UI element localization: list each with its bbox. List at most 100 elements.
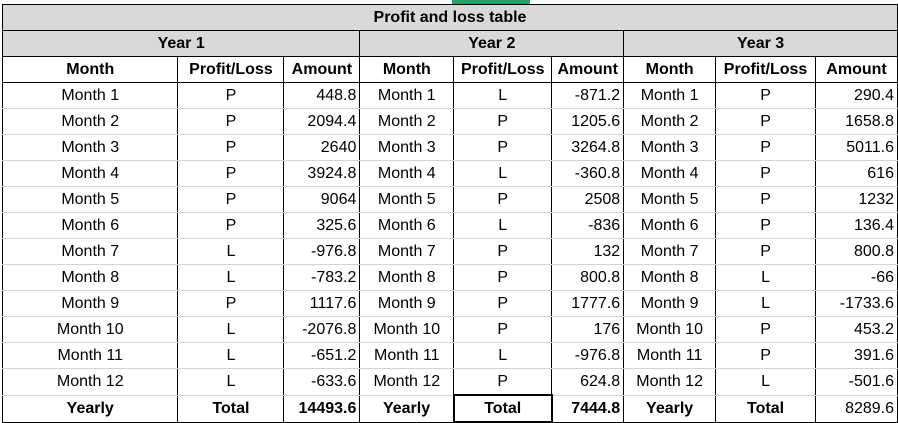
amount-cell[interactable]: 3924.8 bbox=[283, 160, 361, 187]
profit-loss-cell[interactable]: L bbox=[177, 368, 285, 396]
column-header-month[interactable]: Month bbox=[623, 56, 717, 83]
profit-loss-cell[interactable]: P bbox=[715, 134, 817, 161]
column-header-month[interactable]: Month bbox=[359, 56, 455, 83]
amount-cell[interactable]: 391.6 bbox=[815, 342, 898, 369]
month-cell[interactable]: Month 5 bbox=[1, 186, 179, 213]
profit-loss-cell[interactable]: L bbox=[453, 160, 553, 187]
month-cell[interactable]: Month 11 bbox=[359, 342, 455, 369]
amount-cell[interactable]: -501.6 bbox=[815, 368, 898, 396]
amount-cell[interactable]: -66 bbox=[815, 264, 898, 291]
month-cell[interactable]: Month 7 bbox=[1, 238, 179, 265]
month-cell[interactable]: Month 5 bbox=[623, 186, 717, 213]
month-cell[interactable]: Month 12 bbox=[623, 368, 717, 396]
profit-loss-cell[interactable]: P bbox=[177, 108, 285, 135]
year-3-header[interactable]: Year 3 bbox=[623, 30, 898, 57]
amount-cell[interactable]: -783.2 bbox=[283, 264, 361, 291]
profit-loss-cell[interactable]: P bbox=[453, 290, 553, 317]
amount-cell[interactable]: -1733.6 bbox=[815, 290, 898, 317]
amount-cell[interactable]: 9064 bbox=[283, 186, 361, 213]
month-cell[interactable]: Month 1 bbox=[623, 82, 717, 109]
amount-cell[interactable]: 448.8 bbox=[283, 82, 361, 109]
profit-loss-cell[interactable]: P bbox=[453, 238, 553, 265]
month-cell[interactable]: Month 4 bbox=[1, 160, 179, 187]
month-cell[interactable]: Month 8 bbox=[1, 264, 179, 291]
month-cell[interactable]: Month 10 bbox=[359, 316, 455, 343]
profit-loss-cell[interactable]: P bbox=[715, 316, 817, 343]
profit-loss-cell[interactable]: L bbox=[453, 212, 553, 239]
column-header-profit-loss[interactable]: Profit/Loss bbox=[715, 56, 817, 83]
amount-cell[interactable]: 624.8 bbox=[551, 368, 625, 396]
amount-cell[interactable]: -2076.8 bbox=[283, 316, 361, 343]
profit-loss-cell[interactable]: P bbox=[715, 82, 817, 109]
month-cell[interactable]: Month 4 bbox=[359, 160, 455, 187]
amount-cell[interactable]: 3264.8 bbox=[551, 134, 625, 161]
amount-cell[interactable]: 1205.6 bbox=[551, 108, 625, 135]
month-cell[interactable]: Month 11 bbox=[1, 342, 179, 369]
amount-cell[interactable]: 5011.6 bbox=[815, 134, 898, 161]
month-cell[interactable]: Month 10 bbox=[1, 316, 179, 343]
amount-cell[interactable]: 800.8 bbox=[815, 238, 898, 265]
month-cell[interactable]: Month 3 bbox=[623, 134, 717, 161]
amount-cell[interactable]: -360.8 bbox=[551, 160, 625, 187]
amount-cell[interactable]: 1777.6 bbox=[551, 290, 625, 317]
month-cell[interactable]: Month 4 bbox=[623, 160, 717, 187]
profit-loss-cell[interactable]: P bbox=[177, 134, 285, 161]
profit-loss-cell[interactable]: P bbox=[177, 290, 285, 317]
month-cell[interactable]: Month 9 bbox=[359, 290, 455, 317]
month-cell[interactable]: Month 5 bbox=[359, 186, 455, 213]
month-cell[interactable]: Month 11 bbox=[623, 342, 717, 369]
profit-loss-cell[interactable]: P bbox=[453, 264, 553, 291]
column-header-amount[interactable]: Amount bbox=[815, 56, 898, 83]
column-header-amount[interactable]: Amount bbox=[283, 56, 361, 83]
month-cell[interactable]: Month 1 bbox=[359, 82, 455, 109]
amount-cell[interactable]: -871.2 bbox=[551, 82, 625, 109]
profit-loss-cell[interactable]: P bbox=[177, 186, 285, 213]
profit-loss-cell[interactable]: L bbox=[715, 290, 817, 317]
amount-cell[interactable]: -836 bbox=[551, 212, 625, 239]
profit-loss-cell[interactable]: P bbox=[453, 134, 553, 161]
profit-loss-cell[interactable]: L bbox=[715, 368, 817, 396]
profit-loss-cell[interactable]: P bbox=[177, 160, 285, 187]
amount-cell[interactable]: -651.2 bbox=[283, 342, 361, 369]
table-title[interactable]: Profit and loss table bbox=[2, 4, 898, 31]
profit-loss-cell[interactable]: P bbox=[715, 342, 817, 369]
amount-cell[interactable]: 1658.8 bbox=[815, 108, 898, 135]
profit-loss-cell[interactable]: P bbox=[715, 238, 817, 265]
profit-loss-cell[interactable]: P bbox=[453, 108, 553, 135]
profit-loss-cell[interactable]: L bbox=[177, 342, 285, 369]
month-cell[interactable]: Month 12 bbox=[359, 368, 455, 396]
month-cell[interactable]: Month 7 bbox=[623, 238, 717, 265]
month-cell[interactable]: Month 2 bbox=[1, 108, 179, 135]
month-cell[interactable]: Month 12 bbox=[1, 368, 179, 396]
month-cell[interactable]: Month 10 bbox=[623, 316, 717, 343]
profit-loss-cell[interactable]: L bbox=[715, 264, 817, 291]
amount-cell[interactable]: 290.4 bbox=[815, 82, 898, 109]
month-cell[interactable]: Month 6 bbox=[1, 212, 179, 239]
month-cell[interactable]: Month 2 bbox=[623, 108, 717, 135]
year-2-header[interactable]: Year 2 bbox=[359, 30, 625, 57]
year-1-header[interactable]: Year 1 bbox=[1, 30, 361, 57]
month-cell[interactable]: Month 8 bbox=[623, 264, 717, 291]
profit-loss-cell[interactable]: P bbox=[715, 160, 817, 187]
amount-cell[interactable]: 1232 bbox=[815, 186, 898, 213]
amount-cell[interactable]: 176 bbox=[551, 316, 625, 343]
amount-cell[interactable]: -976.8 bbox=[551, 342, 625, 369]
amount-cell[interactable]: 2508 bbox=[551, 186, 625, 213]
column-header-amount[interactable]: Amount bbox=[551, 56, 625, 83]
amount-cell[interactable]: 453.2 bbox=[815, 316, 898, 343]
amount-cell[interactable]: 616 bbox=[815, 160, 898, 187]
amount-cell[interactable]: 136.4 bbox=[815, 212, 898, 239]
column-header-profit-loss[interactable]: Profit/Loss bbox=[177, 56, 285, 83]
amount-cell[interactable]: -633.6 bbox=[283, 368, 361, 396]
profit-loss-cell[interactable]: P bbox=[715, 108, 817, 135]
month-cell[interactable]: Month 6 bbox=[359, 212, 455, 239]
profit-loss-cell[interactable]: L bbox=[453, 342, 553, 369]
amount-cell[interactable]: -976.8 bbox=[283, 238, 361, 265]
amount-cell[interactable]: 325.6 bbox=[283, 212, 361, 239]
month-cell[interactable]: Month 6 bbox=[623, 212, 717, 239]
profit-loss-cell[interactable]: L bbox=[453, 82, 553, 109]
profit-loss-cell[interactable]: P bbox=[453, 368, 553, 396]
amount-cell[interactable]: 2640 bbox=[283, 134, 361, 161]
month-cell[interactable]: Month 3 bbox=[359, 134, 455, 161]
month-cell[interactable]: Month 3 bbox=[1, 134, 179, 161]
